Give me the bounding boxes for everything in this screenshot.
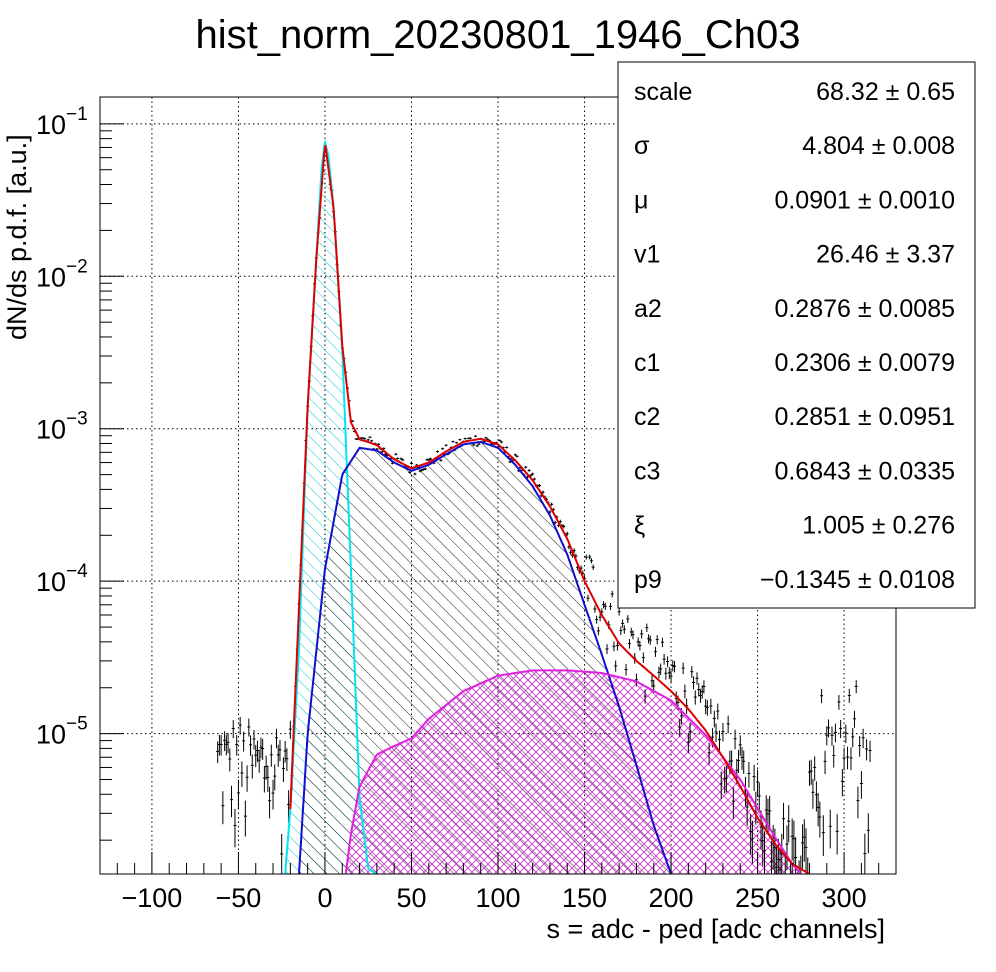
stat-value: −0.1345 ± 0.0108: [760, 566, 955, 594]
x-tick-label: −100: [121, 883, 182, 913]
y-axis-label: dN/ds p.d.f. [a.u.]: [2, 134, 32, 340]
x-tick-label: −50: [216, 883, 262, 913]
stat-name: p9: [634, 566, 662, 594]
x-tick-label: 100: [475, 883, 520, 913]
x-tick-label: 300: [822, 883, 867, 913]
stat-name: c2: [634, 403, 660, 431]
stat-name: μ: [634, 186, 648, 214]
red-total-fit-curve: [289, 145, 811, 874]
stat-value: 0.2876 ± 0.0085: [774, 295, 955, 323]
x-axis-label: s = adc - ped [adc channels]: [547, 914, 885, 944]
stat-value: 0.6843 ± 0.0335: [774, 457, 955, 485]
fit-curves: [284, 139, 811, 874]
stat-value: 0.2851 ± 0.0951: [774, 403, 955, 431]
axis-ticks: [100, 123, 880, 874]
x-tick-label: 150: [562, 883, 607, 913]
y-tick-label: 10−2: [36, 256, 88, 292]
stat-value: 26.46 ± 3.37: [816, 241, 955, 269]
stat-value: 1.005 ± 0.276: [802, 512, 955, 540]
y-tick-label: 10−5: [36, 714, 88, 750]
stat-name: c3: [634, 457, 660, 485]
y-tick-labels: 10−1 10−2 10−3 10−4 10−5: [36, 104, 88, 750]
x-tick-label: 0: [317, 883, 332, 913]
stat-name: c1: [634, 349, 660, 377]
stat-value: 0.0901 ± 0.0010: [774, 186, 955, 214]
y-tick-label: 10−1: [36, 104, 88, 140]
x-tick-label: 50: [396, 883, 426, 913]
y-tick-label: 10−3: [36, 409, 88, 445]
x-tick-labels: −100 −50 0 50 100 150 200 250 300: [121, 883, 866, 913]
magenta-signal-fill: [345, 670, 801, 874]
stat-name: v1: [634, 241, 660, 269]
stat-name: ξ: [634, 512, 645, 540]
stat-value: 4.804 ± 0.008: [802, 132, 955, 160]
stat-name: a2: [634, 295, 662, 323]
stat-name: scale: [634, 78, 692, 106]
blue-signal-curve: [298, 440, 672, 874]
stat-value: 68.32 ± 0.65: [816, 78, 955, 106]
component-fills: [285, 142, 801, 874]
chart-title: hist_norm_20230801_1946_Ch03: [196, 13, 801, 57]
y-tick-label: 10−4: [36, 561, 88, 597]
stats-box-frame: [617, 61, 976, 609]
stat-value: 0.2306 ± 0.0079: [774, 349, 955, 377]
x-tick-label: 250: [735, 883, 780, 913]
stat-name: σ: [634, 132, 650, 160]
x-tick-label: 200: [649, 883, 694, 913]
fit-stats-box: scale 68.32 ± 0.65 σ 4.804 ± 0.008 μ 0.0901 ±…: [617, 61, 976, 609]
